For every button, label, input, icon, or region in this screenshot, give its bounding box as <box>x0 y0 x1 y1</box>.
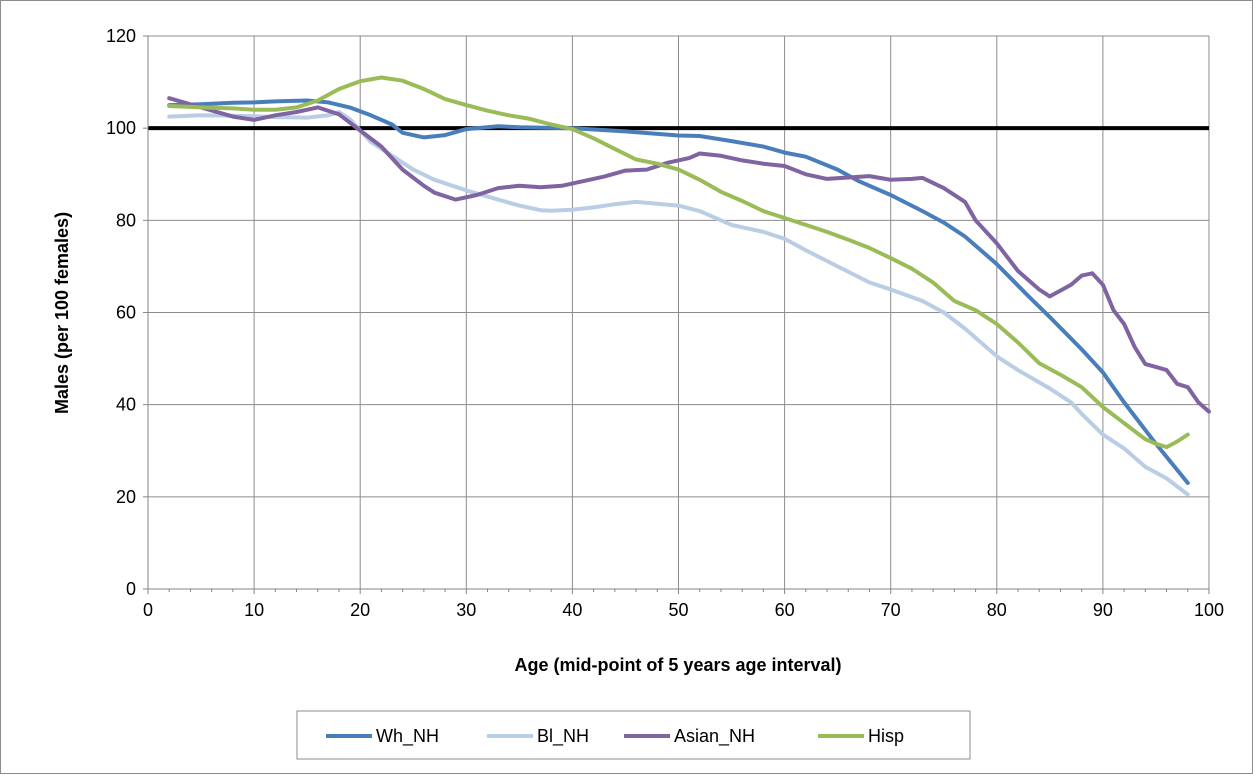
legend: Wh_NH Bl_NH Asian_NH Hisp <box>296 710 971 760</box>
y-tick-label: 120 <box>106 26 136 46</box>
x-tick-label: 0 <box>143 600 153 620</box>
x-tick-label: 70 <box>881 600 901 620</box>
y-axis-title: Males (per 100 females) <box>52 212 72 414</box>
x-tick-label: 90 <box>1093 600 1113 620</box>
series-lines <box>167 75 1211 497</box>
legend-label: Bl_NH <box>537 726 589 747</box>
axes <box>143 35 1210 594</box>
x-tick-label: 10 <box>244 600 264 620</box>
x-tick-label: 30 <box>456 600 476 620</box>
x-tick-label: 80 <box>987 600 1007 620</box>
legend-label: Asian_NH <box>674 726 755 747</box>
x-tick-label: 40 <box>562 600 582 620</box>
x-axis-title: Age (mid-point of 5 years age interval) <box>514 655 841 675</box>
x-tick-label: 60 <box>775 600 795 620</box>
series-line-asian-nh <box>167 96 1211 414</box>
y-tick-label: 80 <box>116 210 136 230</box>
y-tick-label: 100 <box>106 118 136 138</box>
x-tick-label: 50 <box>668 600 688 620</box>
tick-labels: 0 10 20 30 40 50 60 70 80 90 100 0 20 40 60 80 100 120 <box>106 26 1224 620</box>
x-tick-label: 20 <box>350 600 370 620</box>
series-line-hisp <box>167 75 1190 450</box>
legend-label: Wh_NH <box>376 726 439 747</box>
legend-label: Hisp <box>868 726 904 746</box>
y-tick-label: 40 <box>116 395 136 415</box>
series-line-bl-nh <box>167 110 1190 497</box>
y-tick-label: 60 <box>116 303 136 323</box>
y-tick-label: 0 <box>126 579 136 599</box>
x-tick-label: 100 <box>1194 600 1224 620</box>
y-tick-label: 20 <box>116 487 136 507</box>
series-line-wh-nh <box>167 98 1190 485</box>
